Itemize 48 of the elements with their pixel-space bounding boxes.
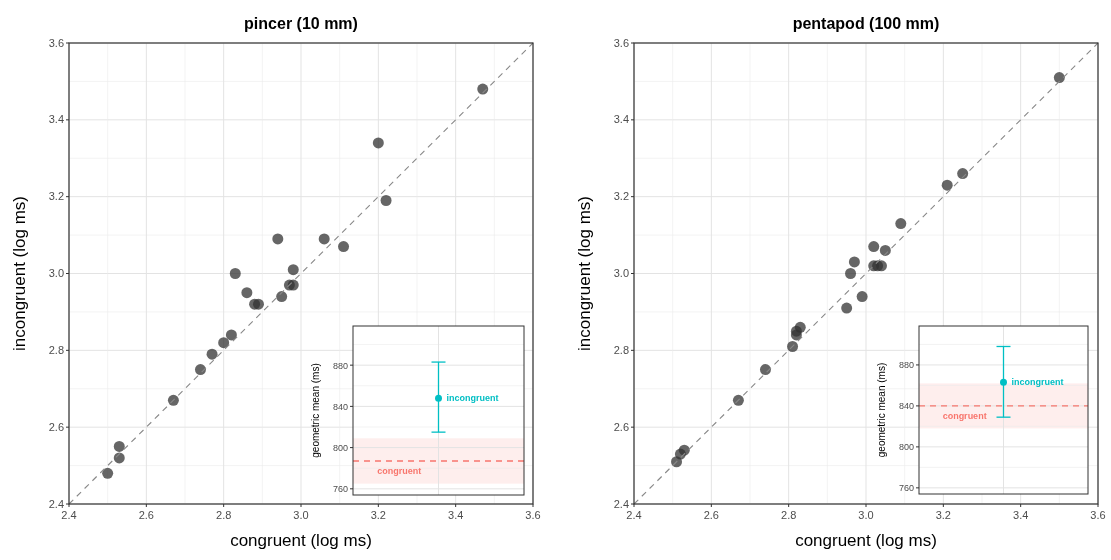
y-tick-label: 840 bbox=[898, 401, 914, 412]
y-axis-title: incongruent (log ms) bbox=[10, 196, 29, 351]
x-tick-label: 2.6 bbox=[703, 509, 719, 521]
y-tick-label: 880 bbox=[332, 360, 348, 371]
y-tick-label: 2.6 bbox=[613, 420, 629, 433]
series-label: incongruent bbox=[1011, 377, 1064, 388]
y-tick-label: 2.8 bbox=[613, 343, 629, 356]
chart-title: pincer (10 mm) bbox=[244, 15, 358, 32]
y-tick-label: 3.0 bbox=[48, 267, 64, 279]
y-tick-label: 800 bbox=[898, 442, 914, 453]
x-tick-label: 2.4 bbox=[61, 509, 77, 521]
ref-line-label: congruent bbox=[377, 465, 422, 476]
y-tick-label: 800 bbox=[332, 443, 348, 454]
x-tick-label: 2.8 bbox=[216, 509, 232, 521]
y-axis-title: incongruent (log ms) bbox=[575, 196, 594, 351]
x-tick-label: 2.8 bbox=[781, 509, 797, 521]
x-tick-label: 3.2 bbox=[935, 509, 951, 521]
y-tick-label: 3.6 bbox=[613, 36, 629, 49]
y-tick-label: 3.4 bbox=[613, 113, 629, 126]
x-tick-label: 3.4 bbox=[1013, 509, 1029, 521]
y-tick-label: 880 bbox=[898, 360, 914, 371]
y-tick-label: 3.6 bbox=[48, 36, 64, 49]
ref-line-label: congruent bbox=[942, 410, 987, 421]
y-tick-label: 3.0 bbox=[613, 267, 629, 279]
y-tick-label: 3.4 bbox=[48, 113, 64, 126]
series-label: incongruent bbox=[446, 393, 499, 404]
y-tick-label: 760 bbox=[332, 484, 348, 495]
x-tick-label: 3.6 bbox=[1090, 509, 1106, 521]
x-axis-title: congruent (log ms) bbox=[795, 531, 937, 550]
y-tick-label: 840 bbox=[332, 401, 348, 412]
y-tick-label: 2.4 bbox=[48, 497, 64, 510]
x-tick-label: 3.4 bbox=[448, 509, 464, 521]
x-tick-label: 2.6 bbox=[138, 509, 154, 521]
x-tick-label: 3.2 bbox=[370, 509, 386, 521]
y-tick-label: 3.2 bbox=[48, 190, 64, 203]
y-tick-label: 2.4 bbox=[613, 497, 629, 510]
y-axis-title: geometric mean (ms) bbox=[876, 362, 887, 458]
chart-title: pentapod (100 mm) bbox=[792, 15, 940, 32]
y-tick-label: 760 bbox=[898, 483, 914, 494]
x-tick-label: 2.4 bbox=[626, 509, 642, 521]
y-axis-title: geometric mean (ms) bbox=[310, 363, 321, 458]
y-tick-label: 3.2 bbox=[613, 190, 629, 203]
x-tick-label: 3.0 bbox=[858, 509, 874, 521]
x-tick-label: 3.6 bbox=[525, 509, 541, 521]
y-tick-label: 2.6 bbox=[48, 420, 64, 433]
x-axis-title: congruent (log ms) bbox=[230, 531, 372, 550]
y-tick-label: 2.8 bbox=[48, 343, 64, 356]
x-tick-label: 3.0 bbox=[293, 509, 309, 521]
